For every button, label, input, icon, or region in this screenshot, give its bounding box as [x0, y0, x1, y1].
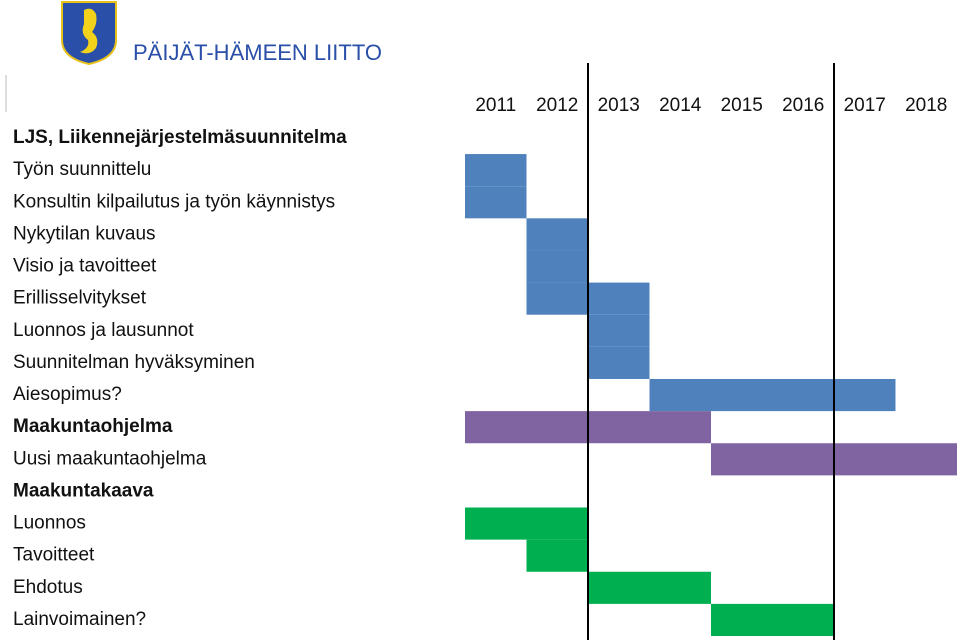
task-bar: [588, 346, 650, 379]
x-tick-label: 2013: [598, 95, 640, 116]
task-bar: [588, 571, 711, 604]
x-tick-label: 2011: [475, 95, 516, 116]
x-tick-label: 2018: [905, 95, 947, 116]
task-bar: [588, 314, 650, 347]
task-label: Uusi maakuntaohjelma: [13, 448, 207, 469]
task-bar: [649, 378, 896, 412]
task-label: Maakuntaohjelma: [13, 416, 173, 437]
task-label: Suunnitelman hyväksyminen: [13, 352, 255, 373]
task-label: Tavoitteet: [13, 545, 95, 566]
task-label: Luonnos: [13, 513, 86, 534]
mermaid: [80, 8, 98, 54]
logo: [5, 1, 117, 112]
x-tick-label: 2012: [536, 95, 578, 116]
task-label: Konsultin kilpailutus ja työn käynnistys: [13, 191, 335, 212]
task-bar: [465, 186, 527, 219]
x-tick-label: 2016: [782, 95, 824, 116]
task-label: Ehdotus: [13, 577, 83, 598]
task-label: Maakuntakaava: [13, 480, 154, 501]
task-label: Luonnos ja lausunnot: [13, 320, 194, 341]
x-tick-label: 2015: [721, 95, 763, 116]
task-bar: [526, 218, 588, 251]
task-bar: [465, 507, 588, 540]
task-bar: [526, 539, 588, 572]
task-bar: [526, 250, 588, 283]
task-label: Visio ja tavoitteet: [13, 256, 157, 277]
task-bar: [465, 154, 527, 187]
x-tick-label: 2017: [844, 95, 886, 116]
task-label: Nykytilan kuvaus: [13, 223, 156, 244]
task-label: Työn suunnittelu: [13, 159, 151, 180]
x-tick-label: 2014: [659, 95, 702, 116]
task-label: Erillisselvitykset: [13, 288, 147, 309]
task-bar: [711, 603, 834, 637]
task-label: Aiesopimus?: [13, 384, 122, 405]
task-label: LJS, Liikennejärjestelmäsuunnitelma: [13, 127, 347, 148]
organization-name: PÄIJÄT-HÄMEEN LIITTO: [133, 40, 382, 65]
task-label: Lainvoimainen?: [13, 609, 146, 630]
